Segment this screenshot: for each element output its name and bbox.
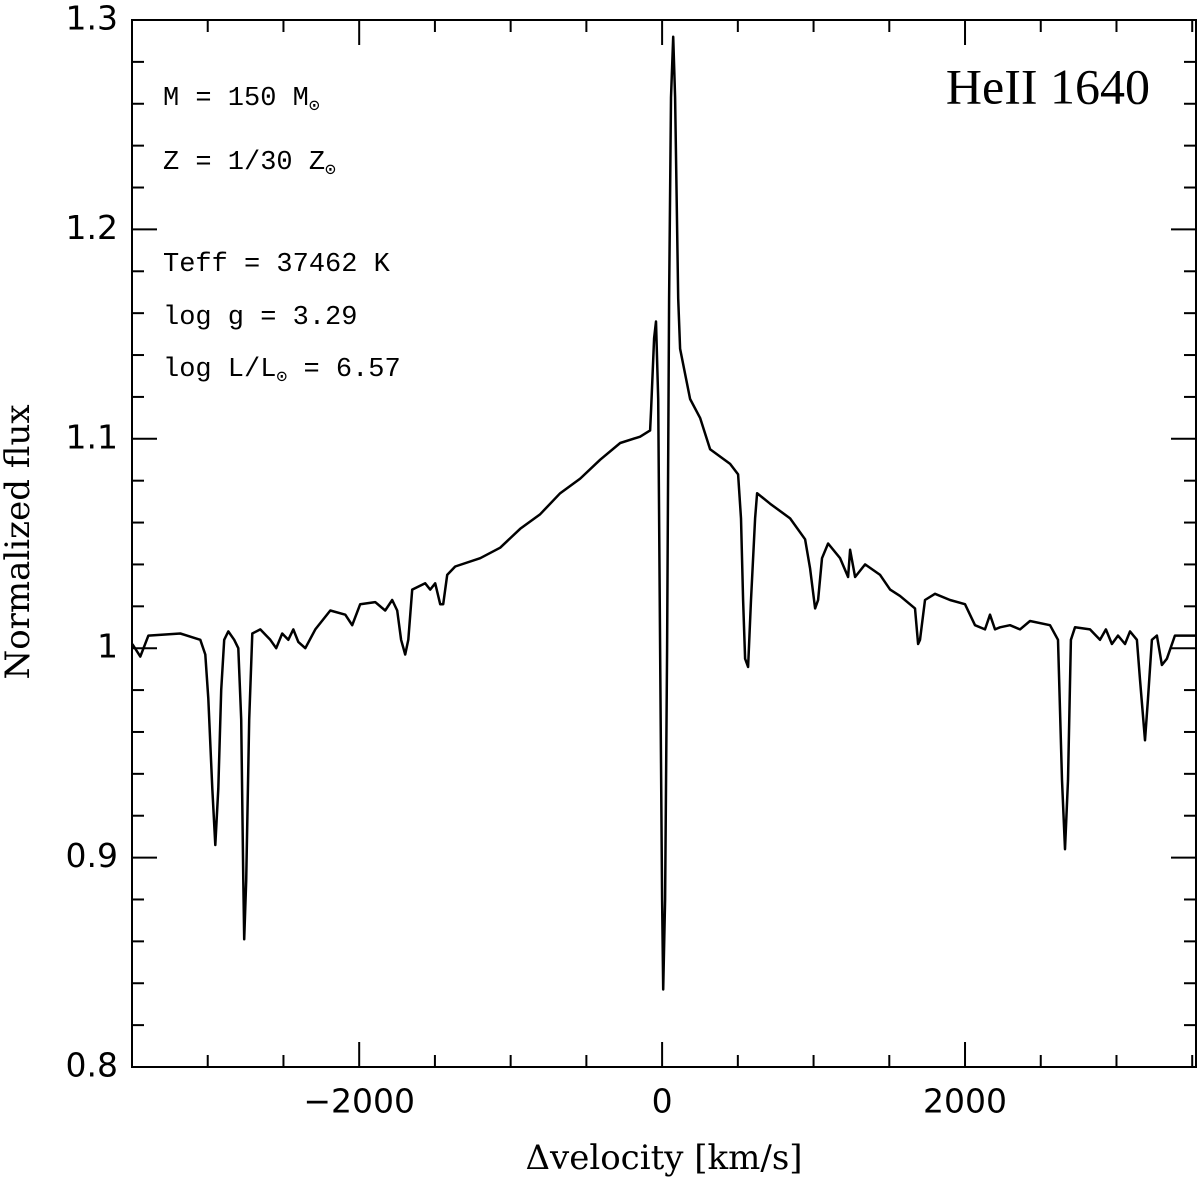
annotation-text: Z = 1/30 Z [163, 148, 325, 178]
y-tick-label: 1.2 [66, 208, 118, 247]
plot-frame [131, 19, 1197, 1068]
annotation-text: Teff = 37462 K [163, 250, 391, 280]
y-tick-label: 1 [97, 627, 118, 666]
y-tick-label: 0.8 [66, 1046, 118, 1085]
annotation-text: log L/L [163, 355, 276, 385]
annotation-subscript: ⊙ [325, 161, 336, 181]
x-tick-label: 2000 [923, 1082, 1007, 1121]
annotation: log L/L⊙ = 6.57 [163, 355, 401, 388]
y-tick-label: 1.3 [66, 0, 118, 38]
annotation-subscript: ⊙ [276, 368, 287, 388]
annotation: Z = 1/30 Z⊙ [163, 148, 336, 181]
annotation: log g = 3.29 [163, 303, 357, 333]
x-tick-label: 0 [652, 1082, 673, 1121]
annotation: Teff = 37462 K [163, 250, 391, 280]
spectrum-line [131, 35, 1196, 991]
annotation-text: M = 150 M [163, 84, 309, 114]
annotation-text: = 6.57 [287, 355, 400, 385]
x-axis-label: Δvelocity [km/s] [525, 1138, 802, 1178]
x-tick-label: −2000 [303, 1082, 415, 1121]
chart-title: HeII 1640 [946, 58, 1150, 114]
y-axis-label: Normalized flux [0, 404, 38, 679]
annotation: M = 150 M⊙ [163, 84, 320, 117]
y-tick-label: 1.1 [66, 417, 118, 456]
annotation-subscript: ⊙ [309, 97, 320, 117]
annotation-text: log g = 3.29 [163, 303, 357, 333]
y-tick-label: 0.9 [66, 836, 118, 875]
